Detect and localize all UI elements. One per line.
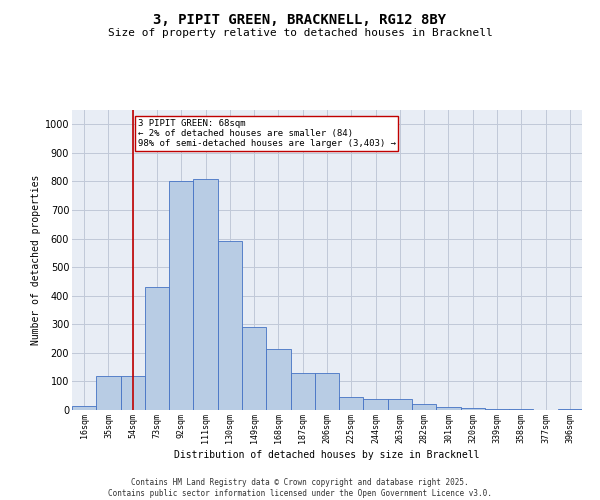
Text: 3, PIPIT GREEN, BRACKNELL, RG12 8BY: 3, PIPIT GREEN, BRACKNELL, RG12 8BY [154, 12, 446, 26]
Bar [412, 404, 436, 410]
Bar [169, 182, 193, 410]
Bar [145, 287, 169, 410]
Y-axis label: Number of detached properties: Number of detached properties [31, 175, 41, 345]
Text: 3 PIPIT GREEN: 68sqm
← 2% of detached houses are smaller (84)
98% of semi-detach: 3 PIPIT GREEN: 68sqm ← 2% of detached ho… [137, 118, 395, 148]
Bar [364, 398, 388, 410]
Bar [558, 408, 582, 410]
Text: Contains HM Land Registry data © Crown copyright and database right 2025.
Contai: Contains HM Land Registry data © Crown c… [108, 478, 492, 498]
Bar [461, 408, 485, 410]
Bar [290, 373, 315, 410]
Bar [485, 409, 509, 410]
Bar [339, 397, 364, 410]
Text: Size of property relative to detached houses in Bracknell: Size of property relative to detached ho… [107, 28, 493, 38]
Bar [121, 376, 145, 410]
Bar [193, 178, 218, 410]
Bar [218, 242, 242, 410]
X-axis label: Distribution of detached houses by size in Bracknell: Distribution of detached houses by size … [174, 450, 480, 460]
Bar [388, 398, 412, 410]
Bar [72, 406, 96, 410]
Bar [242, 327, 266, 410]
Bar [96, 376, 121, 410]
Bar [315, 373, 339, 410]
Bar [266, 348, 290, 410]
Bar [436, 407, 461, 410]
